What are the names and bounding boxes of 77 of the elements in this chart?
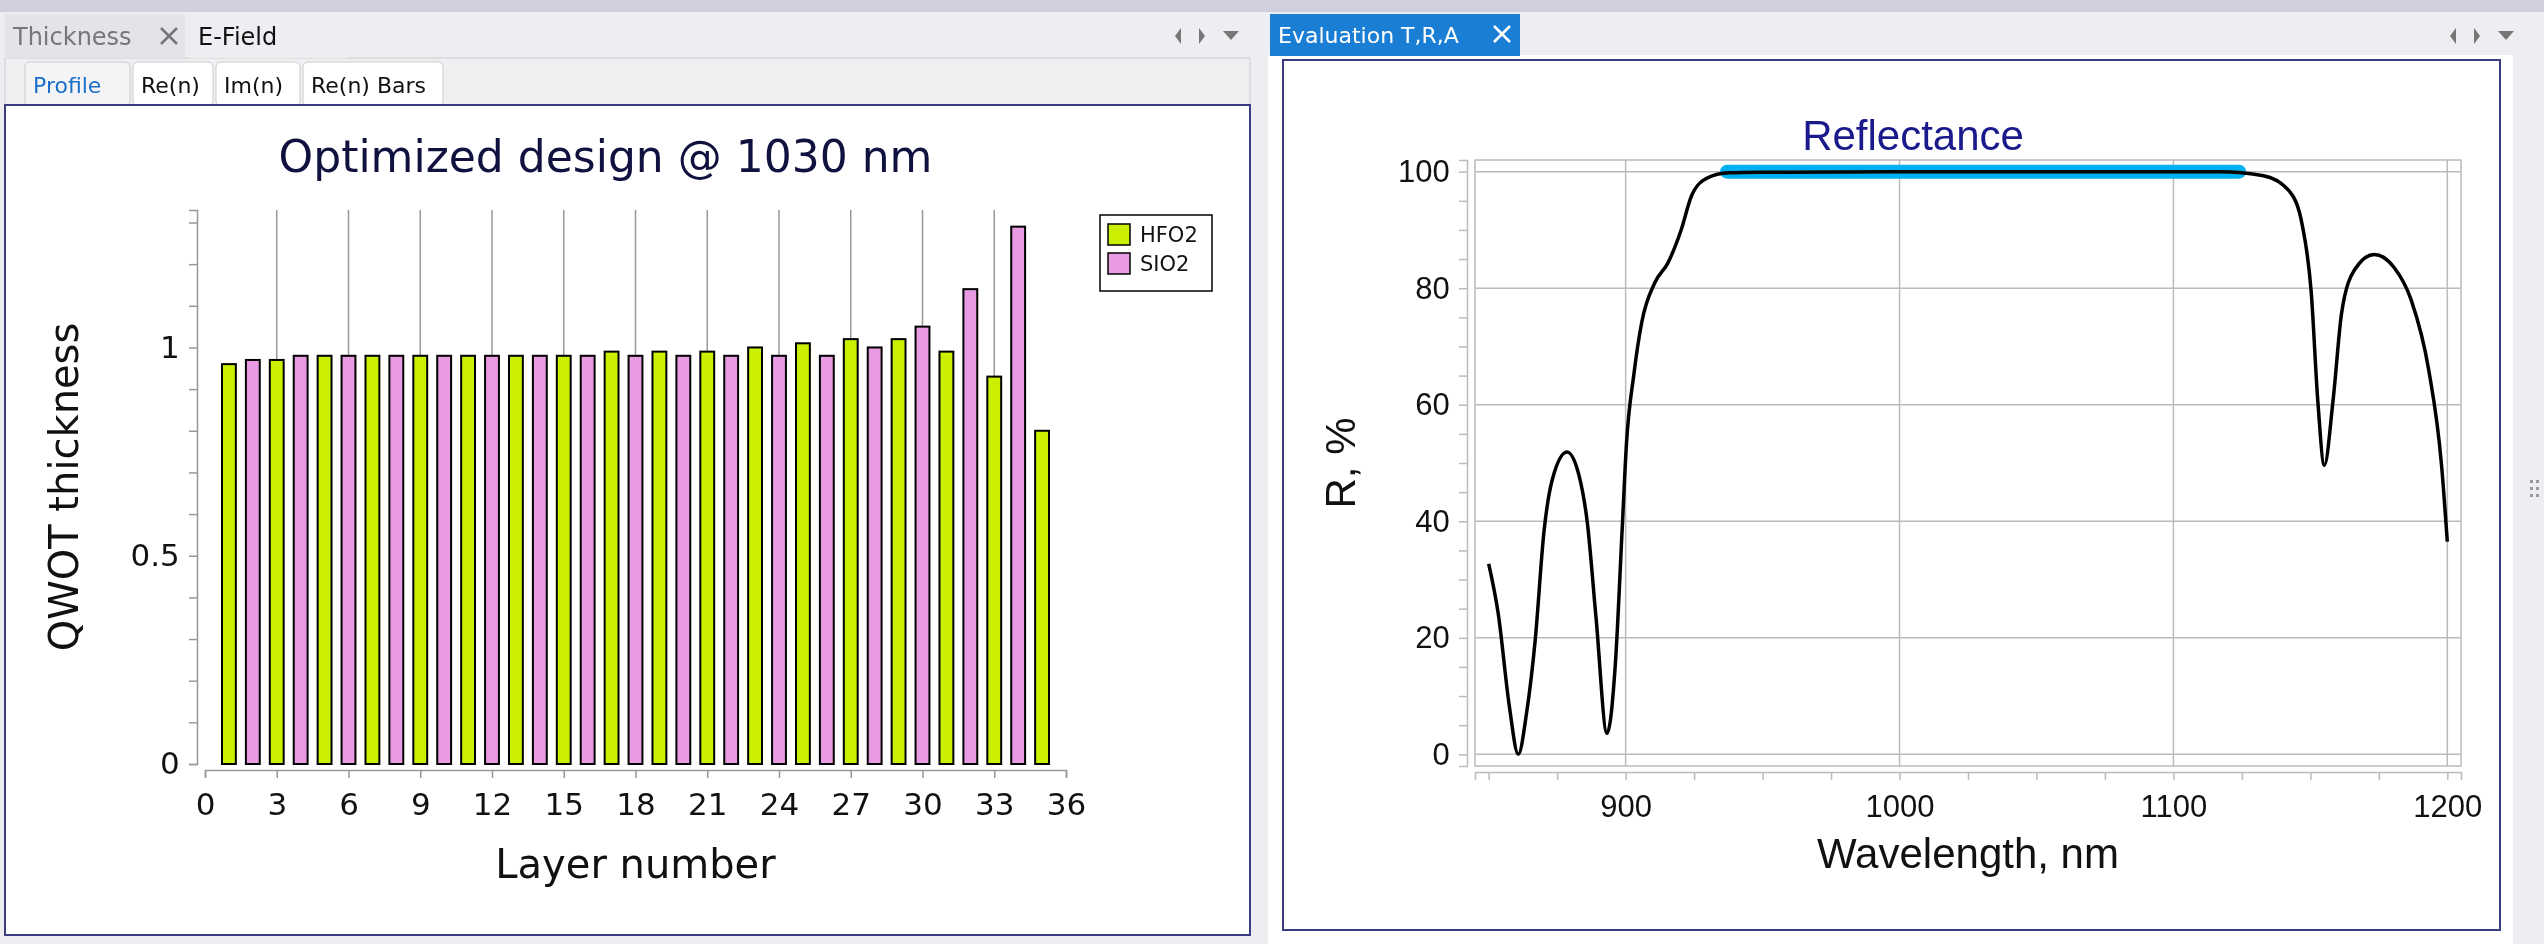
text: Re(n) Bars bbox=[311, 73, 427, 98]
x-tick-label: 18 bbox=[616, 786, 656, 823]
bar bbox=[962, 288, 979, 765]
x-axis-title: Layer number bbox=[495, 841, 777, 887]
y-tick-label: 1 bbox=[160, 328, 180, 365]
bar bbox=[268, 358, 285, 765]
bar bbox=[460, 354, 477, 765]
bar bbox=[866, 346, 883, 765]
bar bbox=[699, 350, 716, 765]
y-tick-label: 0.5 bbox=[130, 537, 180, 574]
bar bbox=[484, 354, 500, 765]
bar bbox=[220, 363, 237, 765]
text: E-Field bbox=[198, 23, 278, 51]
bar bbox=[986, 375, 1003, 765]
bar bbox=[244, 358, 261, 765]
text: Re(n) bbox=[141, 73, 200, 98]
x-tick-label: 0 bbox=[195, 786, 216, 823]
y-tick-label: 60 bbox=[1415, 387, 1450, 423]
x-tick-label: 1000 bbox=[1865, 789, 1935, 825]
y-tick-label: 100 bbox=[1398, 154, 1450, 190]
y-axis-title: R, % bbox=[1317, 417, 1364, 509]
series-label: Reflectance bbox=[1802, 111, 2024, 159]
line-series bbox=[1486, 169, 2450, 757]
bar bbox=[675, 354, 692, 765]
bar bbox=[747, 346, 764, 765]
y-tick-label: 0 bbox=[1432, 736, 1450, 772]
x-tick-label: 12 bbox=[472, 786, 513, 823]
bar bbox=[651, 350, 668, 765]
y-tick-label: 20 bbox=[1415, 620, 1450, 656]
legend-label: SIO2 bbox=[1140, 252, 1190, 276]
bar bbox=[1010, 225, 1027, 765]
x-tick-label: 900 bbox=[1600, 789, 1653, 825]
x-axis-title: Wavelength, nm bbox=[1817, 830, 2119, 877]
bar bbox=[627, 354, 644, 765]
x-tick-label: 3 bbox=[267, 786, 288, 823]
bar bbox=[890, 338, 907, 765]
bar bbox=[436, 354, 453, 765]
chart-title: Optimized design @ 1030 nm bbox=[278, 131, 933, 182]
bar bbox=[340, 354, 357, 765]
bar bbox=[1034, 429, 1051, 765]
x-tick-label: 9 bbox=[410, 786, 431, 823]
x-tick-label: 15 bbox=[544, 786, 584, 823]
bar bbox=[316, 354, 333, 765]
bar bbox=[292, 354, 309, 765]
x-tick-label: 1100 bbox=[2140, 789, 2208, 825]
text: Im(n) bbox=[224, 73, 284, 98]
bar bbox=[723, 354, 740, 765]
y-tick-label: 80 bbox=[1415, 270, 1450, 306]
bar bbox=[794, 342, 811, 765]
bar bbox=[555, 354, 572, 765]
bar bbox=[364, 354, 381, 765]
text: Profile bbox=[33, 73, 102, 98]
text: Evaluation T,R,A bbox=[1278, 23, 1459, 48]
bar bbox=[818, 354, 835, 765]
bar bbox=[579, 354, 596, 765]
text: Thickness bbox=[12, 23, 132, 51]
bar bbox=[938, 350, 955, 765]
bar bbox=[507, 354, 524, 765]
bar bbox=[412, 354, 429, 765]
bar bbox=[842, 338, 859, 765]
x-tick-label: 33 bbox=[975, 786, 1015, 823]
x-tick-label: 27 bbox=[831, 786, 871, 823]
x-tick-label: 21 bbox=[688, 786, 728, 823]
y-tick-label: 0 bbox=[160, 745, 180, 782]
bar bbox=[771, 354, 787, 765]
x-tick-label: 24 bbox=[759, 786, 800, 823]
x-tick-label: 1200 bbox=[2413, 789, 2483, 825]
bar bbox=[914, 325, 931, 765]
x-tick-label: 30 bbox=[903, 786, 943, 823]
bar bbox=[388, 354, 405, 765]
y-axis-title: QWOT thickness bbox=[41, 322, 87, 652]
x-tick-label: 6 bbox=[339, 786, 359, 823]
bar bbox=[531, 354, 548, 765]
legend-label: HFO2 bbox=[1140, 223, 1198, 247]
y-tick-label: 40 bbox=[1415, 503, 1450, 539]
bar bbox=[603, 350, 620, 765]
x-tick-label: 36 bbox=[1046, 786, 1087, 823]
